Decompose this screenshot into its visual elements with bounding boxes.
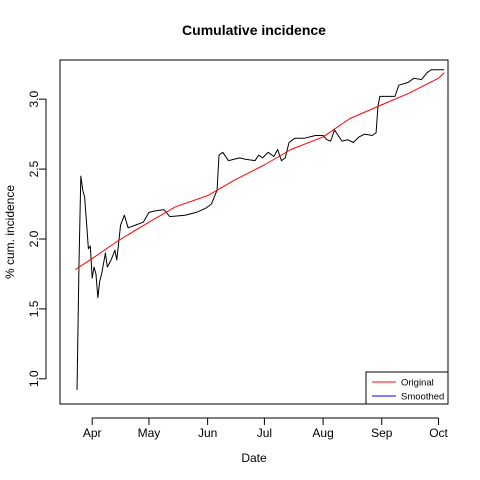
x-tick-label: Jul: [257, 426, 272, 440]
x-tick-label: Apr: [83, 426, 102, 440]
series-line-1: [76, 69, 445, 391]
x-tick-label: Oct: [429, 426, 448, 440]
plot-frame: [59, 59, 449, 405]
legend-label-original: Original: [401, 378, 434, 389]
y-tick-label: 1.0: [27, 370, 41, 387]
y-tick-label: 1.5: [27, 300, 41, 317]
x-axis: Apr May Jun Jul Aug Sep Oct: [83, 417, 449, 440]
x-tick-label: Aug: [312, 426, 333, 440]
y-tick-label: 2.5: [27, 160, 41, 177]
legend-label-smoothed: Smoothed: [401, 392, 444, 403]
legend: Original Smoothed: [365, 371, 449, 405]
x-axis-label: Date: [241, 451, 267, 465]
y-tick-label: 2.0: [27, 230, 41, 247]
series-layer: [74, 69, 445, 391]
x-tick-label: Jun: [198, 426, 217, 440]
y-tick-label: 3.0: [27, 90, 41, 107]
x-tick-label: May: [138, 426, 161, 440]
legend-box: [365, 371, 449, 405]
series-line-2: [74, 72, 445, 271]
y-axis-label: % cum. incidence: [3, 185, 17, 279]
y-axis: 1.0 1.5 2.0 2.5 3.0: [27, 90, 47, 387]
x-tick-label: Sep: [371, 426, 393, 440]
chart-title: Cumulative incidence: [182, 22, 326, 38]
